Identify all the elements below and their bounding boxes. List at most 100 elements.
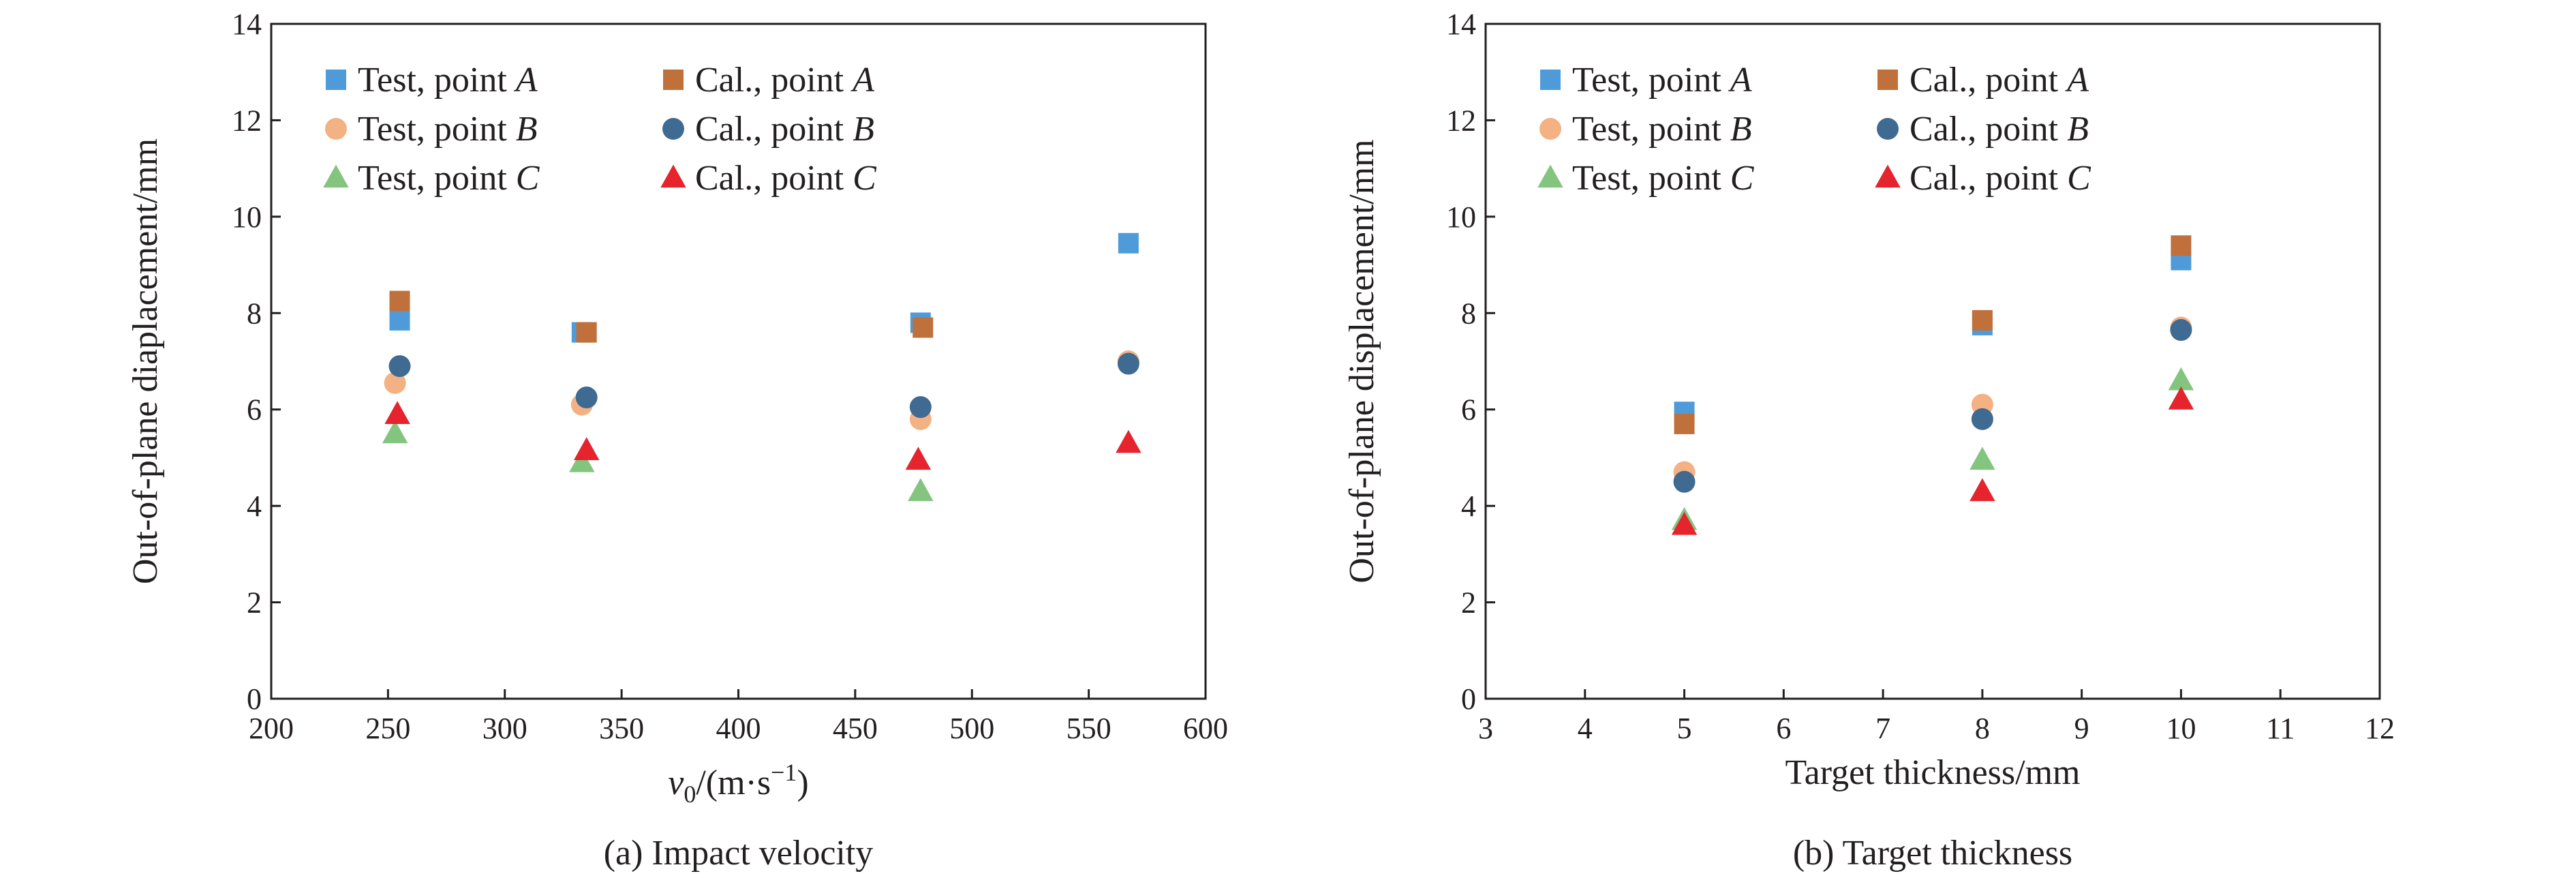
- legend-label-point: B: [516, 110, 538, 149]
- legend-label-text: Cal., point: [1910, 61, 2067, 100]
- x-tick-label: 200: [249, 712, 294, 745]
- legend-label: Test, point B: [358, 110, 538, 149]
- data-point: [382, 420, 408, 444]
- data-point: [1116, 429, 1141, 453]
- y-tick-label: 0: [247, 682, 262, 716]
- legend-label-point: C: [1730, 159, 1755, 198]
- legend-marker: [1877, 118, 1899, 140]
- x-tick-label: 300: [482, 712, 527, 745]
- legend-label-text: Test, point: [1572, 61, 1730, 100]
- legend-label-point: A: [850, 61, 874, 100]
- legend-label-text: Test, point: [358, 110, 516, 149]
- legend-label: Test, point B: [1572, 110, 1752, 149]
- y-tick-label: 10: [1446, 200, 1476, 234]
- x-tick-label: 450: [833, 712, 878, 745]
- x-axis-title-sub: 0: [684, 781, 696, 808]
- data-point: [575, 387, 598, 409]
- legend-label: Test, point A: [1572, 61, 1752, 100]
- y-tick-label: 12: [232, 104, 262, 137]
- data-point: [1673, 470, 1696, 493]
- legend-label-point: A: [514, 61, 538, 100]
- data-point: [389, 290, 410, 312]
- x-tick-label: 4: [1578, 712, 1593, 745]
- y-tick-label: 12: [1446, 104, 1476, 137]
- x-tick-label: 5: [1677, 712, 1692, 745]
- legend-label-point: A: [1728, 61, 1752, 100]
- legend-label: Cal., point B: [695, 110, 874, 149]
- plot-frame: [1484, 22, 2381, 700]
- data-point: [2168, 367, 2194, 391]
- series-test-point-c: [1671, 367, 2194, 530]
- x-tick-label: 400: [716, 712, 761, 745]
- x-axis-title-unit-end: ): [797, 763, 808, 802]
- data-point: [576, 322, 597, 343]
- x-tick-label: 550: [1067, 712, 1111, 745]
- data-point: [1117, 352, 1139, 375]
- y-tick-label: 4: [1461, 489, 1476, 523]
- x-tick-label: 3: [1478, 712, 1493, 745]
- legend-label-text: Cal., point: [695, 159, 853, 198]
- legend-label-point: B: [2067, 110, 2089, 149]
- y-tick-label: 14: [1446, 7, 1476, 41]
- chart-panel-a: 200 250 300 350 400 450 500 550 600 0 2 4 6 8 10 12 14 Ou…: [126, 7, 1228, 873]
- series-test-point-b: [1673, 316, 2192, 483]
- y-tick-label: 14: [232, 7, 262, 41]
- legend-marker: [1540, 70, 1561, 90]
- legend-marker: [662, 118, 684, 140]
- legend-marker: [660, 164, 686, 188]
- data-point: [2170, 319, 2192, 342]
- legend-label-text: Cal., point: [695, 61, 853, 100]
- legend-label: Cal., point B: [1910, 110, 2089, 149]
- series-cal-point-a: [1674, 235, 2192, 434]
- y-tick-label: 2: [1461, 586, 1476, 620]
- legend-label-text: Cal., point: [1910, 159, 2067, 198]
- y-tick-label: 8: [1461, 297, 1476, 330]
- legend-label-point: C: [2067, 159, 2091, 198]
- x-tick-label: 500: [949, 712, 994, 745]
- data-point: [384, 401, 410, 424]
- legend-marker: [663, 70, 684, 90]
- data-point: [388, 355, 411, 378]
- data-point: [573, 437, 600, 460]
- legend-label-text: Cal., point: [1910, 110, 2067, 149]
- legend-label-point: C: [516, 159, 540, 198]
- data-point: [1118, 232, 1139, 254]
- x-axis-title-var: v: [668, 763, 684, 802]
- legend-label-text: Test, point: [358, 159, 516, 198]
- series-test-point-a: [389, 232, 1139, 343]
- legend-label: Test, point A: [358, 61, 538, 100]
- data-point: [569, 449, 595, 472]
- series-cal-point-b: [1673, 319, 2192, 493]
- legend-marker: [326, 70, 346, 90]
- y-tick-label: 8: [247, 297, 262, 330]
- legend-marker: [1537, 164, 1563, 188]
- x-axis-title: Target thickness/mm: [1785, 753, 2081, 792]
- data-point: [2168, 387, 2194, 410]
- legend-label-text: Test, point: [1572, 110, 1730, 149]
- x-tick-label: 10: [2166, 712, 2196, 745]
- data-point: [1969, 478, 1995, 502]
- legend-label: Test, point C: [1572, 159, 1755, 198]
- legend-marker: [325, 118, 347, 140]
- x-axis-title: v0/(m·s−1): [668, 759, 809, 808]
- legend-label-point: B: [853, 110, 874, 149]
- data-point: [908, 478, 934, 502]
- data-point: [1971, 408, 1993, 430]
- panel-caption: (b) Target thickness: [1793, 834, 2072, 873]
- legend-label: Cal., point A: [695, 61, 874, 100]
- x-tick-label: 8: [1975, 712, 1990, 745]
- legend-marker: [1875, 164, 1901, 188]
- data-point: [1674, 413, 1695, 434]
- legend-label-point: A: [2065, 61, 2089, 100]
- legend-label: Cal., point C: [695, 159, 877, 198]
- legend-marker: [1877, 70, 1898, 90]
- y-tick-label: 2: [247, 586, 262, 620]
- data-point: [909, 396, 932, 419]
- x-tick-label: 6: [1776, 712, 1791, 745]
- legend-label-text: Test, point: [1572, 159, 1730, 198]
- chart-panel-b: 3 4 5 6 7 8 9 10 11 12 0 2 4 6 8 10 12 14 Out-of-plane dis…: [1343, 7, 2395, 873]
- data-point: [1969, 446, 1995, 470]
